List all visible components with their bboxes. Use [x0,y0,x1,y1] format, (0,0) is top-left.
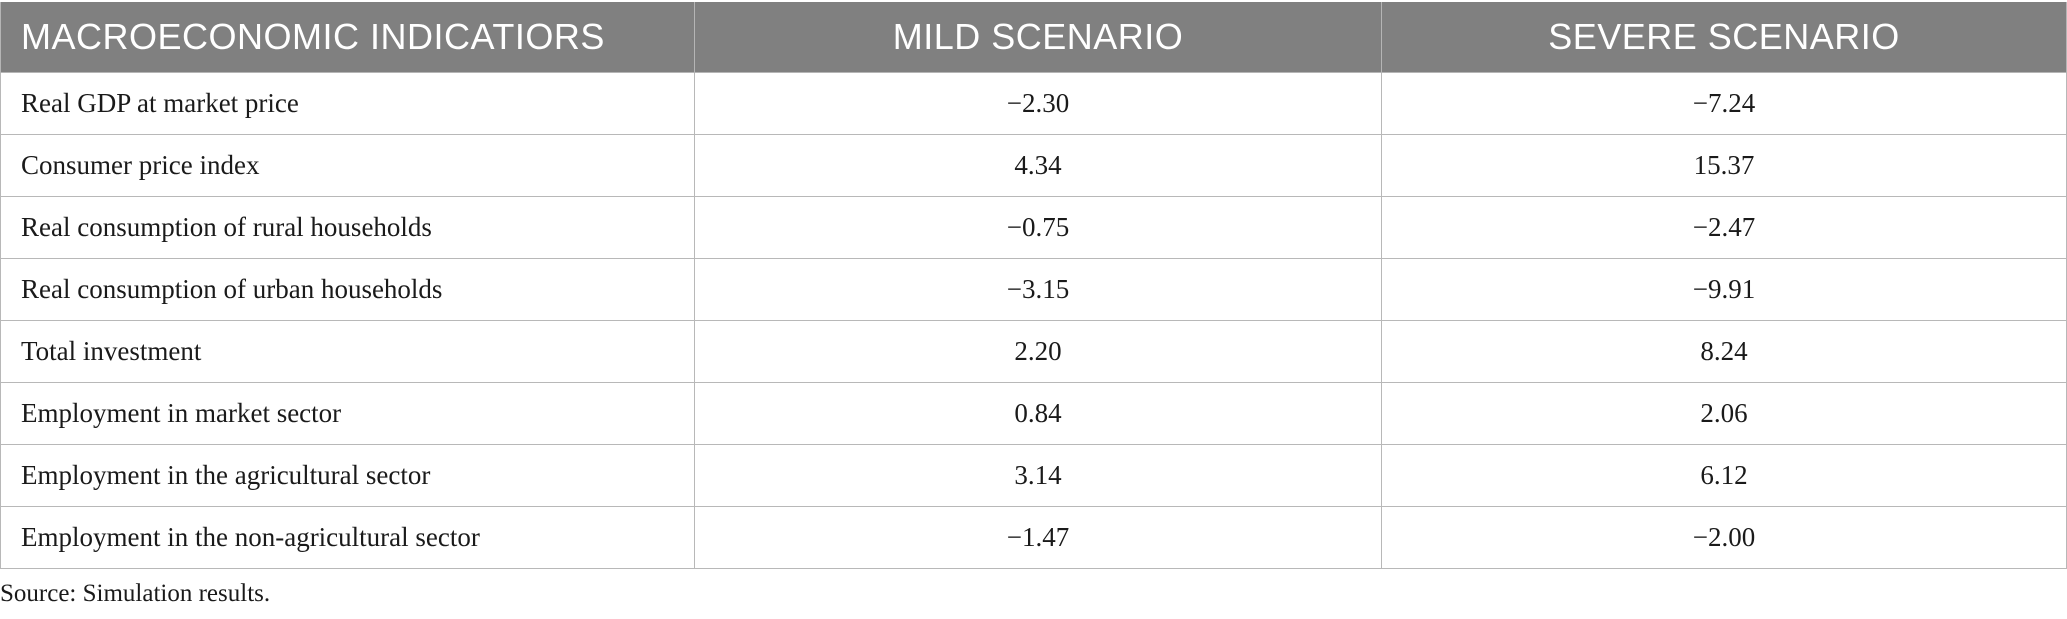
indicator-cell: Employment in market sector [0,382,695,445]
table-row: Consumer price index 4.34 15.37 [0,134,2067,197]
indicator-cell: Real GDP at market price [0,72,695,135]
severe-value-cell: 6.12 [1381,444,2067,507]
severe-value-cell: 2.06 [1381,382,2067,445]
table-container: MACROECONOMIC INDICATIORS MILD SCENARIO … [0,2,2067,569]
severe-value-cell: −2.00 [1381,506,2067,569]
indicator-cell: Real consumption of urban households [0,258,695,321]
indicator-cell: Employment in the non-agricultural secto… [0,506,695,569]
mild-value-cell: −3.15 [694,258,1382,321]
mild-value-cell: 4.34 [694,134,1382,197]
mild-value-cell: 3.14 [694,444,1382,507]
table-header: MACROECONOMIC INDICATIORS MILD SCENARIO … [0,2,2067,73]
indicator-cell: Consumer price index [0,134,695,197]
indicator-cell: Total investment [0,320,695,383]
table-row: Real consumption of rural households −0.… [0,196,2067,259]
table-row: Employment in market sector 0.84 2.06 [0,382,2067,445]
indicator-cell: Real consumption of rural households [0,196,695,259]
mild-value-cell: −0.75 [694,196,1382,259]
severe-value-cell: 15.37 [1381,134,2067,197]
mild-value-cell: 2.20 [694,320,1382,383]
mild-value-cell: −1.47 [694,506,1382,569]
severe-value-cell: −7.24 [1381,72,2067,135]
table-row: Total investment 2.20 8.24 [0,320,2067,383]
header-mild-scenario: MILD SCENARIO [694,2,1382,73]
table-row: Real GDP at market price −2.30 −7.24 [0,72,2067,135]
mild-value-cell: 0.84 [694,382,1382,445]
header-indicators: MACROECONOMIC INDICATIORS [0,2,695,73]
header-severe-scenario: SEVERE SCENARIO [1381,2,2067,73]
table-row: Employment in the non-agricultural secto… [0,506,2067,569]
mild-value-cell: −2.30 [694,72,1382,135]
severe-value-cell: −2.47 [1381,196,2067,259]
table-row: Real consumption of urban households −3.… [0,258,2067,321]
indicator-cell: Employment in the agricultural sector [0,444,695,507]
source-note: Source: Simulation results. [0,580,271,607]
table-body: Real GDP at market price −2.30 −7.24 Con… [0,72,2067,569]
table-row: Employment in the agricultural sector 3.… [0,444,2067,507]
severe-value-cell: 8.24 [1381,320,2067,383]
header-row: MACROECONOMIC INDICATIORS MILD SCENARIO … [0,2,2067,73]
severe-value-cell: −9.91 [1381,258,2067,321]
macroeconomic-indicators-table: MACROECONOMIC INDICATIORS MILD SCENARIO … [0,2,2067,569]
